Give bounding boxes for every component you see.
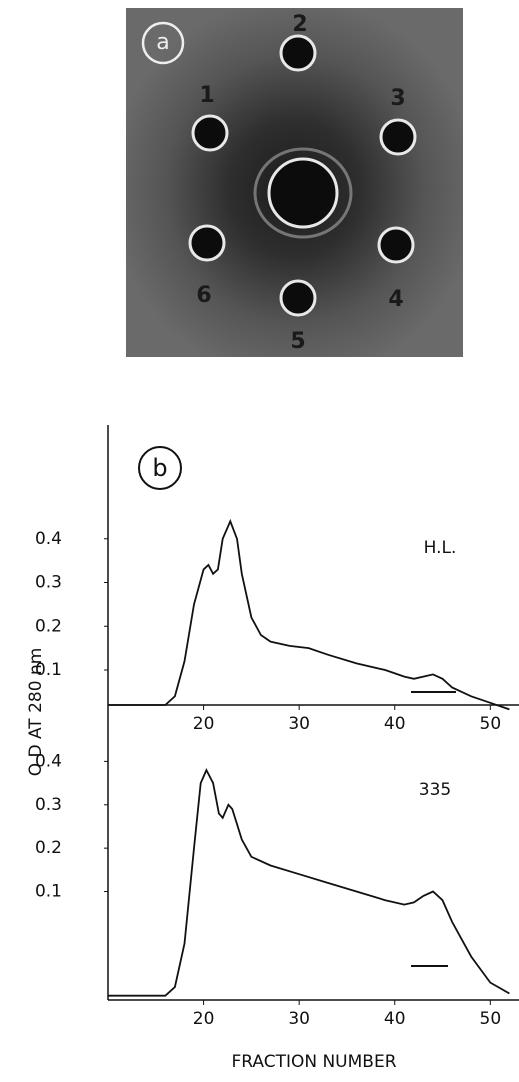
y-tick-label: 0.4 bbox=[35, 529, 62, 549]
y-tick-label: 0.2 bbox=[35, 616, 62, 636]
x-axis-label: FRACTION NUMBER bbox=[231, 1052, 396, 1072]
y-tick-label: 0.3 bbox=[35, 795, 62, 815]
precipitin-ring bbox=[253, 147, 353, 239]
curve bbox=[108, 518, 510, 711]
x-tick-label: 50 bbox=[480, 714, 502, 734]
y-axis-label: O D AT 280 nm bbox=[26, 648, 46, 777]
curve bbox=[108, 768, 510, 997]
well bbox=[188, 224, 226, 262]
well-label: 4 bbox=[388, 287, 403, 312]
panel-circle bbox=[138, 446, 182, 490]
x-tick-label: 20 bbox=[193, 1009, 215, 1029]
well-label: 6 bbox=[196, 283, 211, 308]
annotation: H.L. bbox=[424, 538, 457, 558]
well bbox=[191, 114, 229, 152]
annotation: 335 bbox=[419, 780, 451, 800]
y-tick-label: 0.1 bbox=[35, 882, 62, 902]
panel-label: a bbox=[156, 30, 169, 55]
x-tick-label: 40 bbox=[384, 1009, 406, 1029]
y-tick-label: 0.1 bbox=[35, 660, 62, 680]
x-tick-label: 20 bbox=[193, 714, 215, 734]
x-tick-label: 30 bbox=[288, 714, 310, 734]
panel-circle bbox=[141, 21, 185, 65]
photo: a 1 2 3 4 5 6 bbox=[126, 8, 463, 357]
y-tick-label: 0.4 bbox=[35, 751, 62, 771]
well bbox=[279, 279, 317, 317]
center-well bbox=[267, 157, 339, 229]
well-label: 1 bbox=[199, 83, 214, 108]
wells bbox=[188, 34, 417, 317]
well-label: 3 bbox=[390, 86, 405, 111]
x-tick-label: 50 bbox=[480, 1009, 502, 1029]
y-tick-label: 0.3 bbox=[35, 573, 62, 593]
well bbox=[377, 226, 415, 264]
well bbox=[379, 118, 417, 156]
panel-label: b bbox=[152, 454, 167, 482]
x-tick-label: 30 bbox=[288, 1009, 310, 1029]
well bbox=[279, 34, 317, 72]
x-tick-label: 40 bbox=[384, 714, 406, 734]
y-tick-label: 0.2 bbox=[35, 838, 62, 858]
well-label: 2 bbox=[292, 12, 307, 37]
well-label: 5 bbox=[290, 329, 305, 354]
